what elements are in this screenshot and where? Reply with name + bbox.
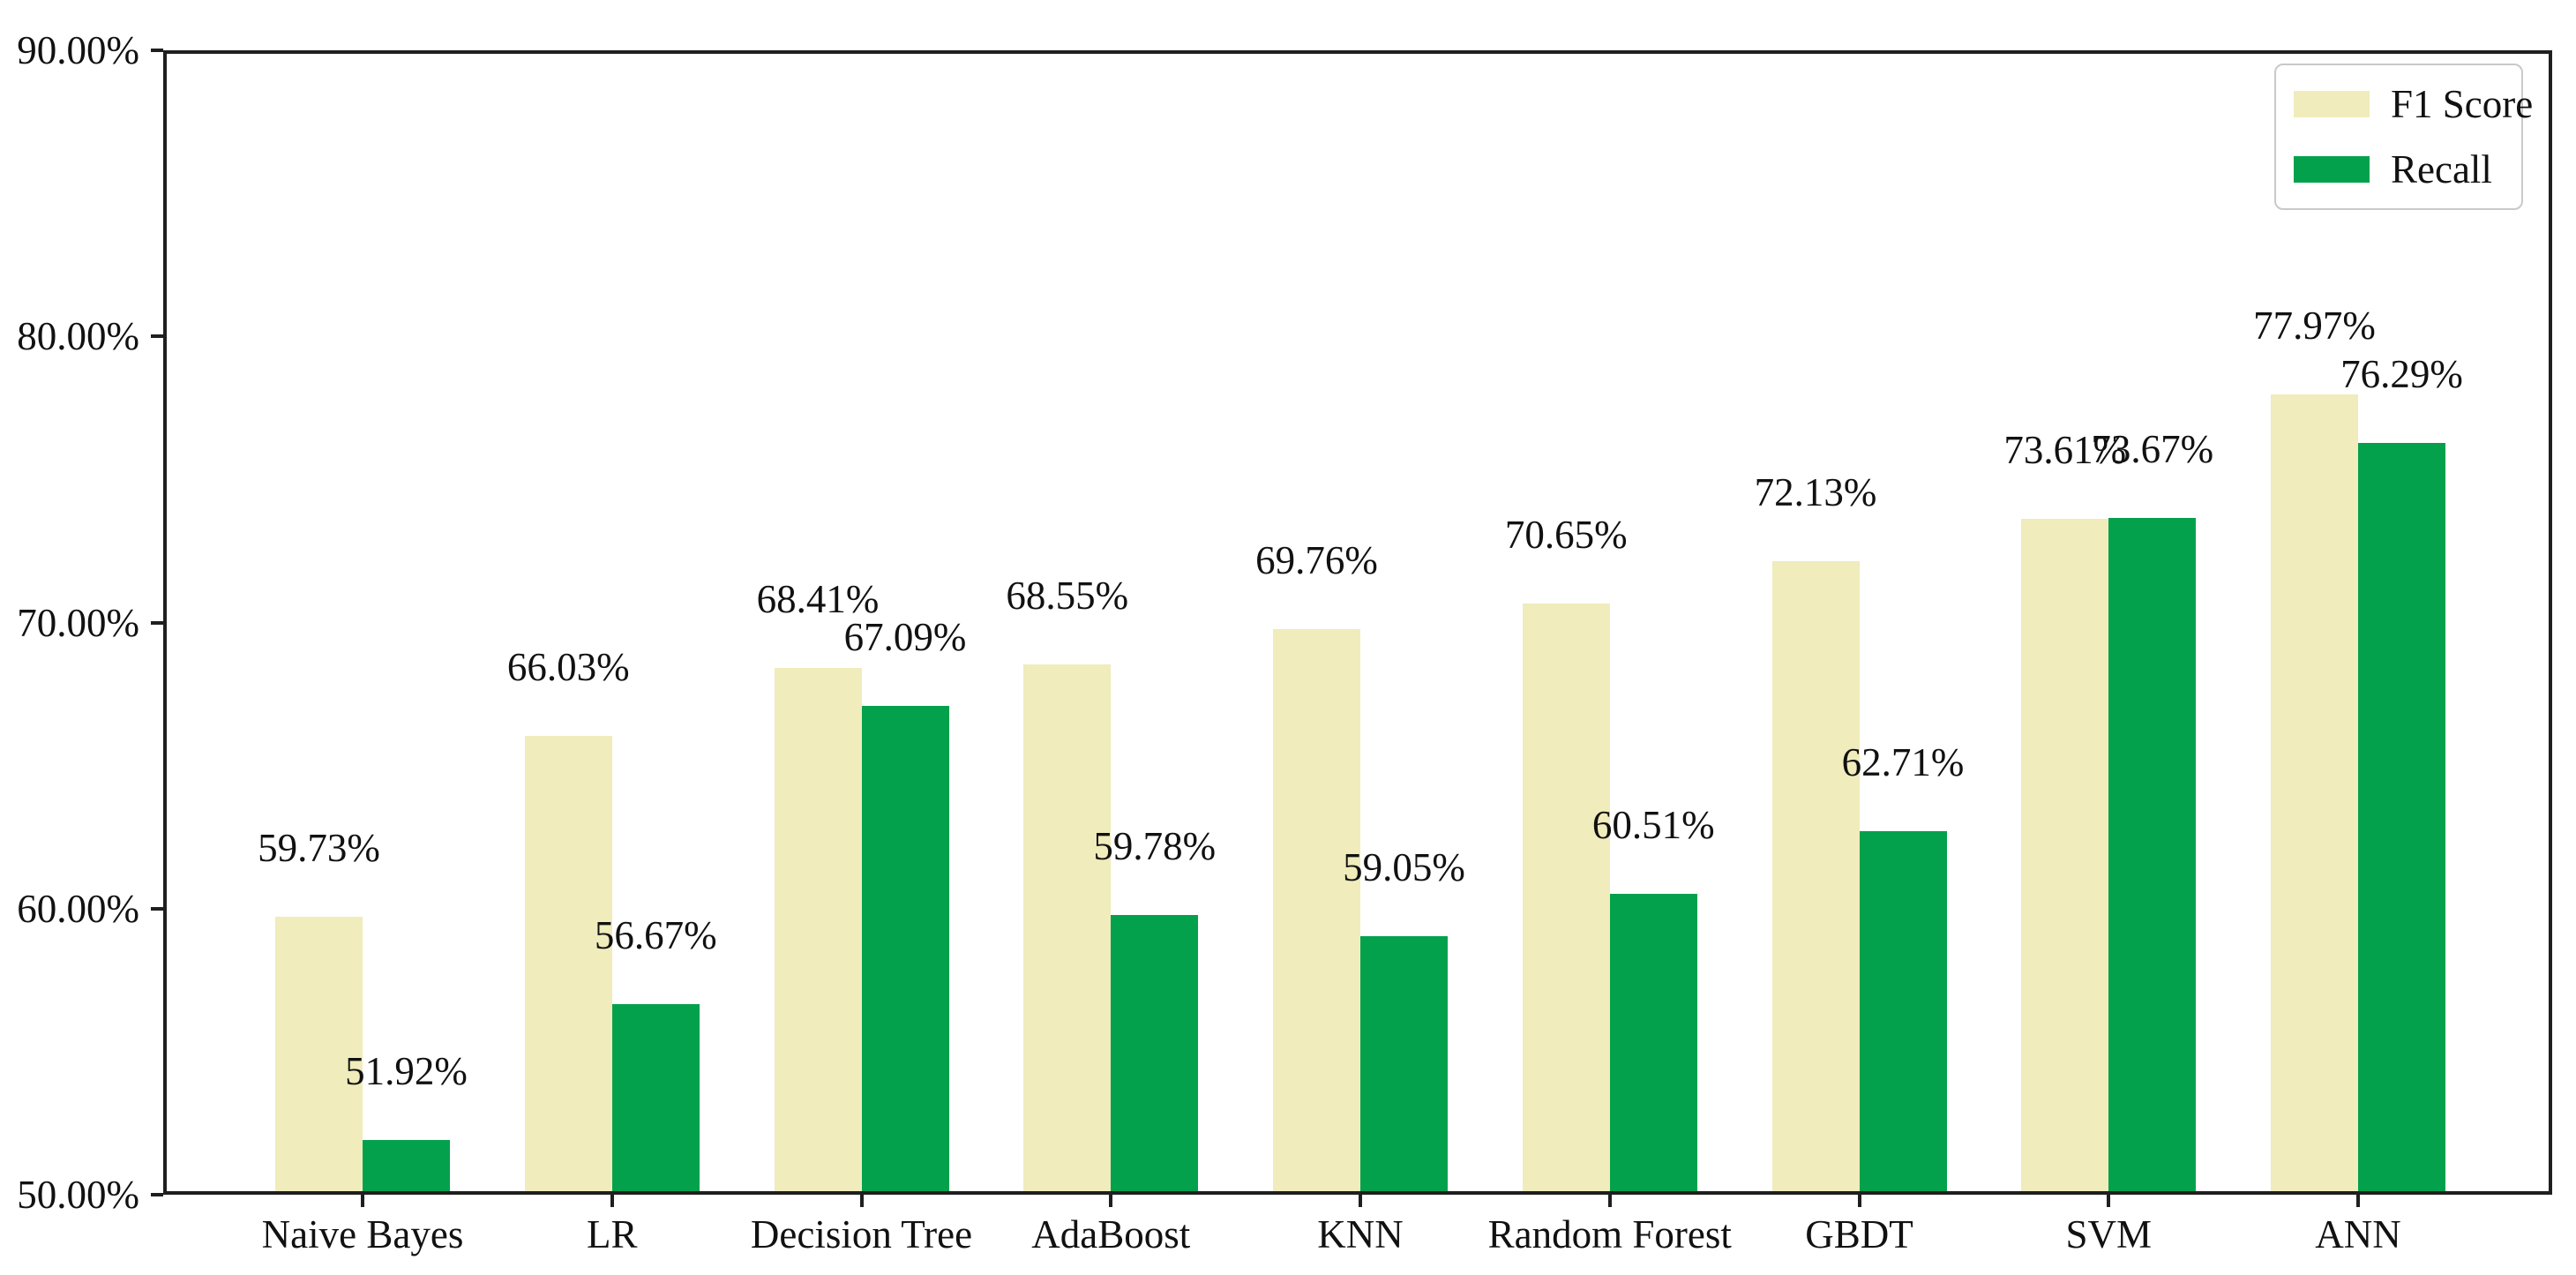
x-tick-mark bbox=[859, 1195, 864, 1207]
y-tick-mark bbox=[151, 1193, 163, 1196]
bar-recall-random-forest bbox=[1609, 894, 1697, 1193]
bar-f1-score-ann bbox=[2271, 394, 2358, 1193]
bar-f1-score-lr bbox=[524, 736, 612, 1193]
bar-f1-score-knn bbox=[1273, 629, 1360, 1193]
category-label-lr: LR bbox=[586, 1212, 638, 1256]
x-tick-mark bbox=[361, 1195, 364, 1207]
category-label-random-forest: Random Forest bbox=[1487, 1212, 1732, 1256]
legend-swatch-recall bbox=[2294, 156, 2370, 183]
value-label-f1-score-random-forest: 70.65% bbox=[1504, 513, 1628, 558]
x-tick-mark bbox=[1359, 1195, 1362, 1207]
legend-label-recall: Recall bbox=[2391, 147, 2492, 191]
bar-f1-score-random-forest bbox=[1522, 604, 1610, 1193]
value-label-f1-score-ann: 77.97% bbox=[2253, 304, 2376, 349]
value-label-f1-score-gbdt: 72.13% bbox=[1754, 470, 1877, 515]
value-label-f1-score-knn: 69.76% bbox=[1255, 538, 1378, 583]
bar-f1-score-gbdt bbox=[1771, 561, 1860, 1193]
category-label-adaboost: AdaBoost bbox=[1031, 1212, 1191, 1256]
category-label-gbdt: GBDT bbox=[1805, 1212, 1913, 1256]
x-tick-mark bbox=[1607, 1195, 1612, 1207]
y-tick-mark bbox=[151, 334, 163, 339]
y-tick-label: 60.00% bbox=[17, 886, 139, 931]
bar-recall-adaboost bbox=[1111, 914, 1199, 1193]
category-label-decision-tree: Decision Tree bbox=[750, 1212, 973, 1256]
bar-recall-lr bbox=[611, 1003, 700, 1193]
x-tick-mark bbox=[1109, 1195, 1113, 1207]
bar-recall-svm bbox=[2108, 517, 2197, 1193]
bar-recall-ann bbox=[2358, 442, 2445, 1193]
legend-item-f1-score: F1 Score bbox=[2294, 83, 2533, 125]
bar-recall-naive-bayes bbox=[363, 1139, 450, 1193]
category-label-naive-bayes: Naive Bayes bbox=[261, 1212, 464, 1256]
bar-f1-score-adaboost bbox=[1023, 664, 1112, 1193]
legend: F1 Score Recall bbox=[2274, 64, 2533, 210]
value-label-recall-adaboost: 59.78% bbox=[1093, 823, 1217, 868]
category-label-ann: ANN bbox=[2315, 1212, 2401, 1256]
y-tick-label: 50.00% bbox=[17, 1173, 139, 1217]
legend-item-recall: Recall bbox=[2294, 148, 2505, 191]
bar-recall-gbdt bbox=[1859, 830, 1947, 1193]
y-tick-label: 90.00% bbox=[17, 28, 139, 72]
bar-recall-knn bbox=[1360, 935, 1448, 1193]
value-label-recall-naive-bayes: 51.92% bbox=[345, 1048, 468, 1093]
y-tick-mark bbox=[151, 49, 163, 52]
value-label-recall-ann: 76.29% bbox=[2340, 351, 2463, 396]
legend-label-f1-score: F1 Score bbox=[2391, 82, 2534, 126]
bar-f1-score-svm bbox=[2021, 519, 2109, 1193]
category-label-svm: SVM bbox=[2065, 1212, 2153, 1256]
category-label-knn: KNN bbox=[1317, 1212, 1404, 1256]
value-label-f1-score-lr: 66.03% bbox=[506, 645, 630, 690]
legend-swatch-f1-score bbox=[2294, 91, 2370, 117]
y-tick-mark bbox=[151, 906, 163, 911]
x-tick-mark bbox=[2356, 1195, 2360, 1207]
value-label-f1-score-svm: 73.61% bbox=[2003, 428, 2127, 473]
x-tick-mark bbox=[610, 1195, 614, 1207]
bar-f1-score-decision-tree bbox=[774, 668, 862, 1193]
value-label-recall-random-forest: 60.51% bbox=[1591, 803, 1715, 848]
value-label-f1-score-naive-bayes: 59.73% bbox=[258, 825, 380, 870]
value-label-recall-gbdt: 62.71% bbox=[1841, 739, 1965, 784]
value-label-f1-score-adaboost: 68.55% bbox=[1006, 573, 1129, 618]
x-tick-mark bbox=[1857, 1195, 1861, 1207]
x-tick-mark bbox=[2107, 1195, 2111, 1207]
y-tick-label: 70.00% bbox=[17, 600, 139, 645]
value-label-recall-decision-tree: 67.09% bbox=[843, 614, 967, 659]
y-tick-mark bbox=[151, 620, 163, 625]
bar-recall-decision-tree bbox=[861, 705, 949, 1193]
value-label-recall-svm: 73.67% bbox=[2091, 426, 2214, 471]
value-label-recall-lr: 56.67% bbox=[594, 912, 717, 957]
value-label-f1-score-decision-tree: 68.41% bbox=[756, 577, 880, 622]
value-label-recall-knn: 59.05% bbox=[1343, 844, 1465, 889]
bar-f1-score-naive-bayes bbox=[275, 916, 363, 1193]
y-tick-label: 80.00% bbox=[17, 314, 139, 359]
